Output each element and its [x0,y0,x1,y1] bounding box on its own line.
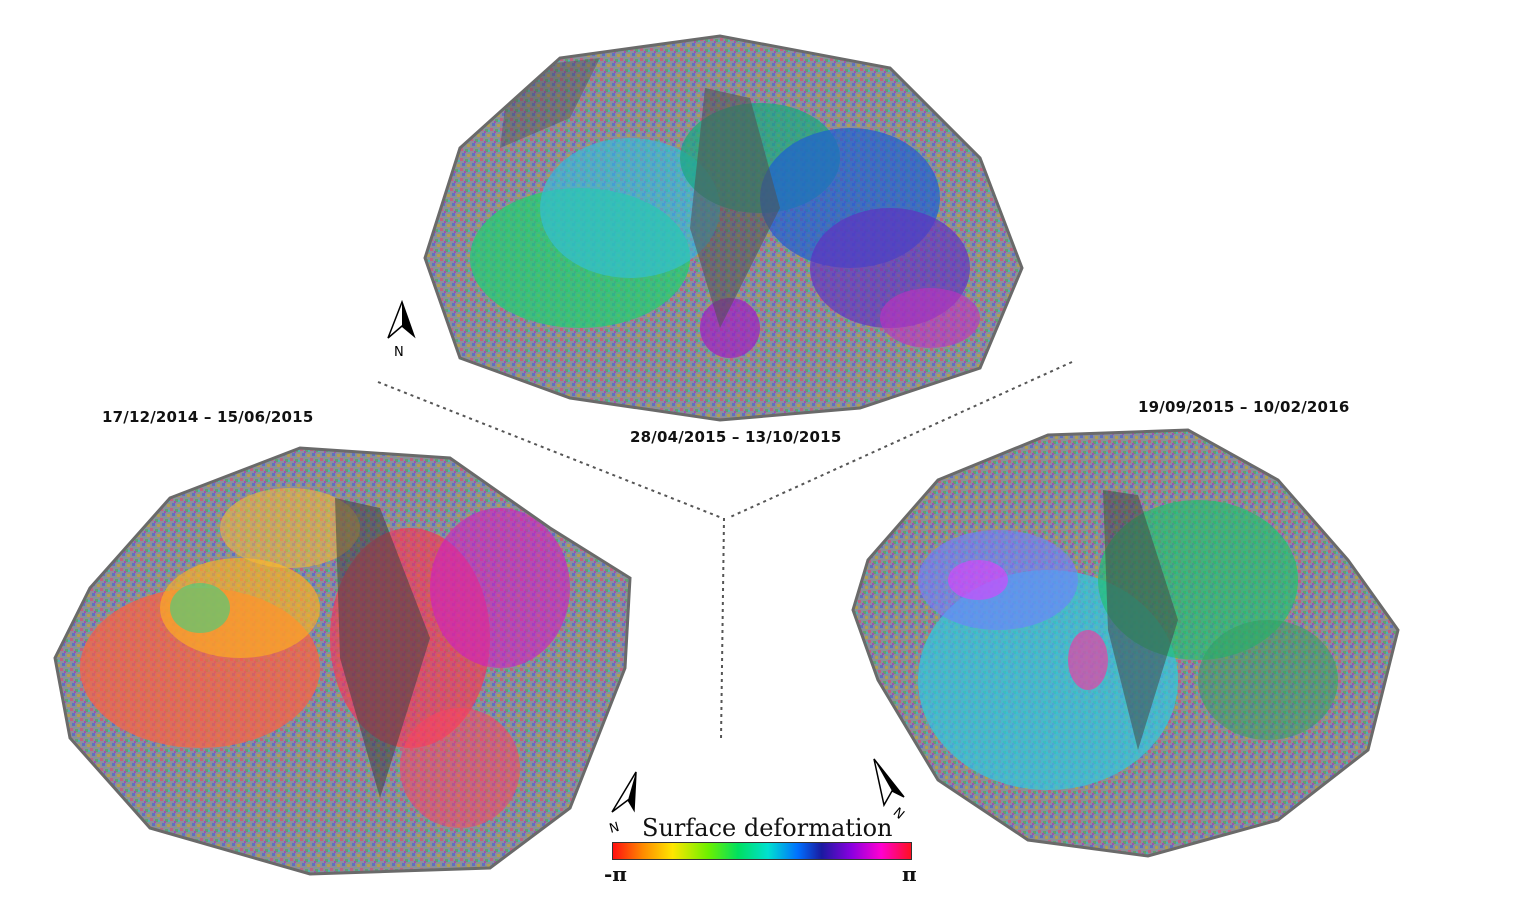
colorbar-min-label: -π [604,862,627,886]
volcano-interferogram-top [423,34,1024,422]
connector-line-bottom [720,517,725,741]
volcano-interferogram-left [53,446,632,876]
north-arrow-icon: N [380,299,420,364]
date-range-top: 28/04/2015 – 13/10/2015 [630,428,842,446]
north-arrow-icon: N [870,755,914,825]
date-range-right: 19/09/2015 – 10/02/2016 [1138,398,1350,416]
svg-text:N: N [394,345,404,360]
volcano-panel-top [420,28,1025,428]
colorbar [612,842,912,860]
volcano-panel-right [848,420,1403,860]
date-range-left: 17/12/2014 – 15/06/2015 [102,408,314,426]
volcano-panel-left [50,438,635,878]
volcano-interferogram-right [851,428,1400,858]
legend-title: Surface deformation [642,814,893,842]
colorbar-max-label: π [902,862,917,886]
connector-line-left [377,381,723,519]
north-arrow-icon: N [604,770,644,840]
svg-text:N: N [608,820,621,836]
